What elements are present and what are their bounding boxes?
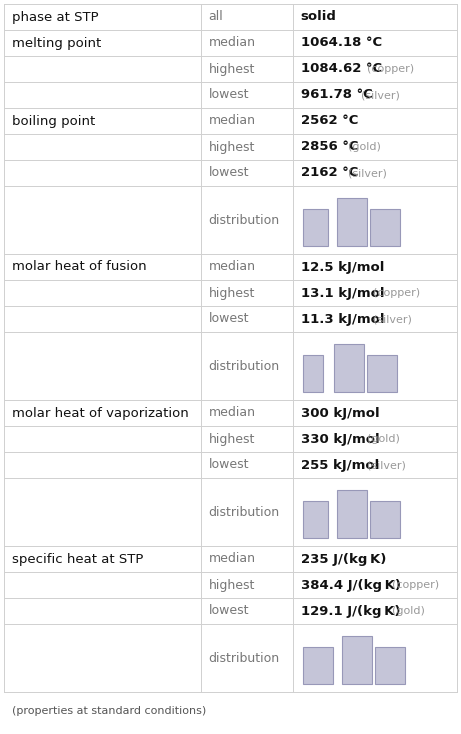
Text: 129.1 J/(kg K): 129.1 J/(kg K) xyxy=(301,605,400,617)
Bar xyxy=(334,344,364,392)
Text: distribution: distribution xyxy=(208,360,280,372)
Text: 11.3 kJ/mol: 11.3 kJ/mol xyxy=(301,313,384,325)
Text: 13.1 kJ/mol: 13.1 kJ/mol xyxy=(301,286,384,299)
Text: 2856 °C: 2856 °C xyxy=(301,140,358,153)
Text: molar heat of vaporization: molar heat of vaporization xyxy=(12,407,189,420)
Text: lowest: lowest xyxy=(208,605,249,617)
Text: (copper): (copper) xyxy=(391,580,439,590)
Bar xyxy=(367,355,397,392)
Bar xyxy=(375,647,405,684)
Text: highest: highest xyxy=(208,140,255,153)
Text: 330 kJ/mol: 330 kJ/mol xyxy=(301,432,379,446)
Bar xyxy=(303,355,323,392)
Text: lowest: lowest xyxy=(208,89,249,101)
Bar xyxy=(370,208,400,246)
Text: 1084.62 °C: 1084.62 °C xyxy=(301,62,382,76)
Text: boiling point: boiling point xyxy=(12,115,95,128)
Text: median: median xyxy=(208,407,255,420)
Text: highest: highest xyxy=(208,286,255,299)
Text: (silver): (silver) xyxy=(361,90,399,100)
Text: median: median xyxy=(208,553,255,565)
Text: all: all xyxy=(208,10,223,23)
Text: highest: highest xyxy=(208,578,255,592)
Text: median: median xyxy=(208,261,255,274)
Text: (silver): (silver) xyxy=(367,460,406,470)
Bar xyxy=(303,501,328,538)
Text: median: median xyxy=(208,37,255,49)
Text: (copper): (copper) xyxy=(367,64,414,74)
Text: (gold): (gold) xyxy=(367,434,400,444)
Text: melting point: melting point xyxy=(12,37,101,49)
Text: 300 kJ/mol: 300 kJ/mol xyxy=(301,407,379,420)
Text: lowest: lowest xyxy=(208,459,249,471)
Bar xyxy=(342,636,372,684)
Text: (gold): (gold) xyxy=(348,142,381,152)
Bar xyxy=(337,198,367,246)
Bar xyxy=(337,490,367,538)
Text: highest: highest xyxy=(208,432,255,446)
Bar xyxy=(370,501,400,538)
Text: 255 kJ/mol: 255 kJ/mol xyxy=(301,459,379,471)
Text: distribution: distribution xyxy=(208,652,280,664)
Text: 12.5 kJ/mol: 12.5 kJ/mol xyxy=(301,261,384,274)
Text: (silver): (silver) xyxy=(373,314,412,324)
Text: solid: solid xyxy=(301,10,337,23)
Text: lowest: lowest xyxy=(208,313,249,325)
Text: lowest: lowest xyxy=(208,167,249,180)
Text: (copper): (copper) xyxy=(373,288,420,298)
Text: (silver): (silver) xyxy=(348,168,387,178)
Text: 235 J/(kg K): 235 J/(kg K) xyxy=(301,553,386,565)
Bar xyxy=(303,647,333,684)
Text: molar heat of fusion: molar heat of fusion xyxy=(12,261,147,274)
Text: phase at STP: phase at STP xyxy=(12,10,99,23)
Text: specific heat at STP: specific heat at STP xyxy=(12,553,143,565)
Text: 1064.18 °C: 1064.18 °C xyxy=(301,37,382,49)
Text: 384.4 J/(kg K): 384.4 J/(kg K) xyxy=(301,578,401,592)
Text: 2162 °C: 2162 °C xyxy=(301,167,358,180)
Text: (gold): (gold) xyxy=(391,606,425,616)
Text: distribution: distribution xyxy=(208,506,280,518)
Text: median: median xyxy=(208,115,255,128)
Bar xyxy=(303,208,328,246)
Text: 2562 °C: 2562 °C xyxy=(301,115,358,128)
Text: 961.78 °C: 961.78 °C xyxy=(301,89,372,101)
Text: (properties at standard conditions): (properties at standard conditions) xyxy=(12,706,206,716)
Text: distribution: distribution xyxy=(208,214,280,227)
Text: highest: highest xyxy=(208,62,255,76)
